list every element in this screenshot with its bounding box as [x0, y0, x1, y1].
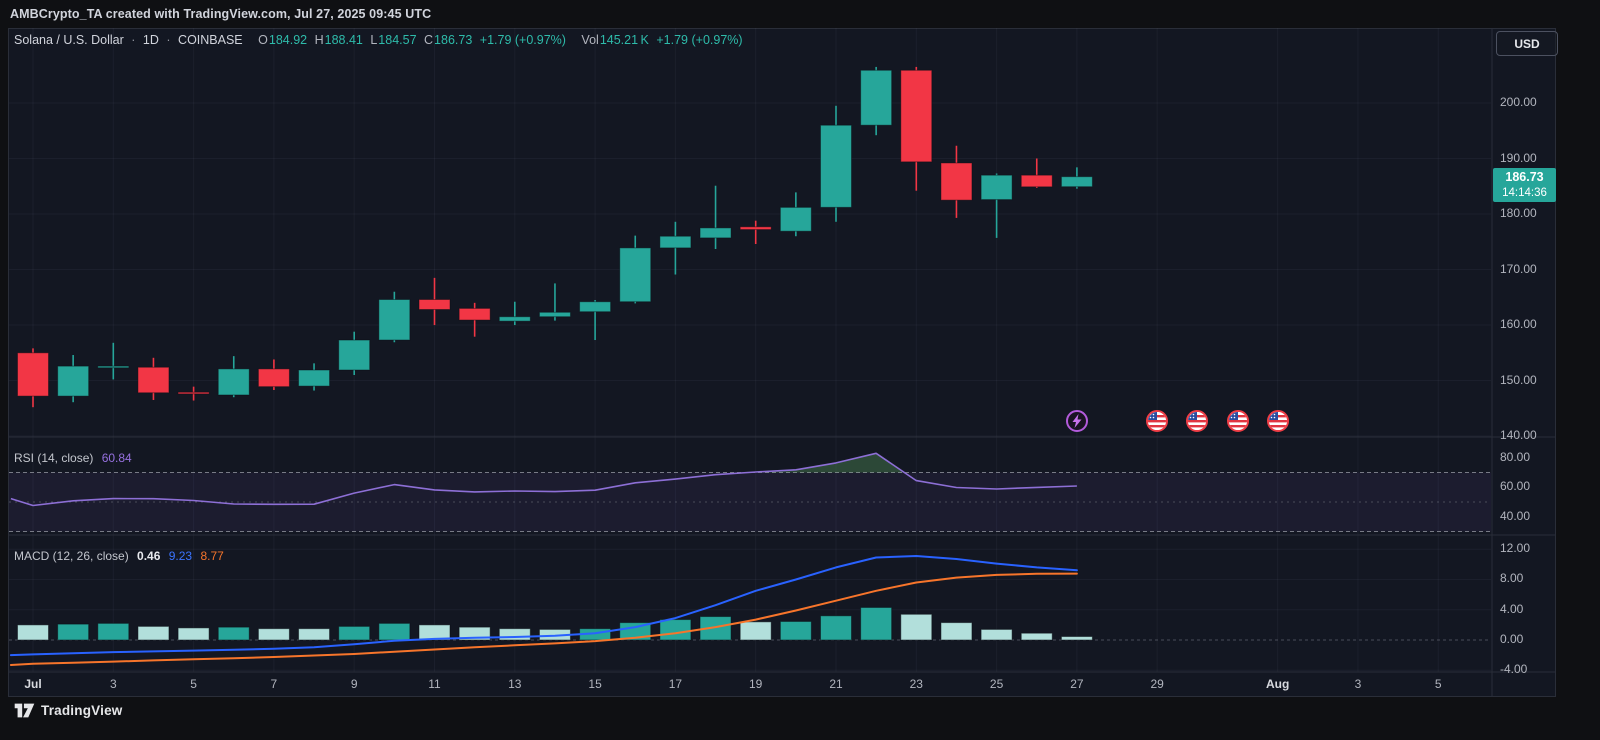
tradingview-logo[interactable]: TradingView [14, 703, 122, 718]
low-label: L [370, 33, 378, 47]
change-value: +1.79 (+0.97%) [479, 33, 566, 47]
macd-line-value: 9.23 [168, 549, 193, 563]
volume-change: +1.79 (+0.97%) [656, 33, 743, 47]
macd-legend: MACD (12, 26, close) 0.46 9.23 8.77 [14, 549, 229, 563]
open-value: 184.92 [268, 33, 308, 47]
symbol-legend: Solana / U.S. Dollar · 1D · COINBASE O18… [14, 33, 747, 47]
close-label: C [424, 33, 434, 47]
currency-toggle-button[interactable]: USD [1496, 31, 1558, 56]
volume-label: Vol [581, 33, 599, 47]
symbol-name[interactable]: Solana / U.S. Dollar [14, 33, 124, 47]
lightning-icon[interactable] [1065, 410, 1088, 432]
rsi-legend: RSI (14, close) 60.84 [14, 451, 137, 465]
close-value: 186.73 [434, 33, 473, 47]
footer-bar: TradingView [0, 697, 1600, 740]
us-flag-icon[interactable] [1146, 410, 1169, 432]
high-value: 188.41 [324, 33, 363, 47]
watermark-text: AMBCrypto_TA created with TradingView.co… [10, 7, 432, 21]
tradingview-logo-text: TradingView [41, 703, 123, 718]
low-value: 184.57 [378, 33, 417, 47]
high-label: H [314, 33, 324, 47]
us-flag-icon[interactable] [1226, 410, 1249, 432]
open-label: O [258, 33, 268, 47]
rsi-title[interactable]: RSI (14, close) [14, 451, 94, 465]
macd-signal-value: 8.77 [200, 549, 224, 563]
us-flag-icon[interactable] [1266, 410, 1289, 432]
legend-separator: · [166, 33, 171, 47]
macd-hist-value: 0.46 [137, 549, 161, 563]
volume-value: 145.21 K [599, 33, 649, 47]
rsi-value: 60.84 [101, 451, 132, 465]
us-flag-icon[interactable] [1186, 410, 1209, 432]
legend-separator: · [131, 33, 136, 47]
last-price-label: 186.73 14:14:36 [1493, 168, 1556, 202]
last-price-value: 186.73 [1505, 170, 1544, 184]
bar-countdown: 14:14:36 [1502, 186, 1547, 199]
interval-label[interactable]: 1D [142, 33, 159, 47]
exchange-label[interactable]: COINBASE [178, 33, 243, 47]
chart-frame [8, 28, 1556, 697]
macd-title[interactable]: MACD (12, 26, close) [14, 549, 129, 563]
tradingview-logo-icon [14, 703, 35, 718]
